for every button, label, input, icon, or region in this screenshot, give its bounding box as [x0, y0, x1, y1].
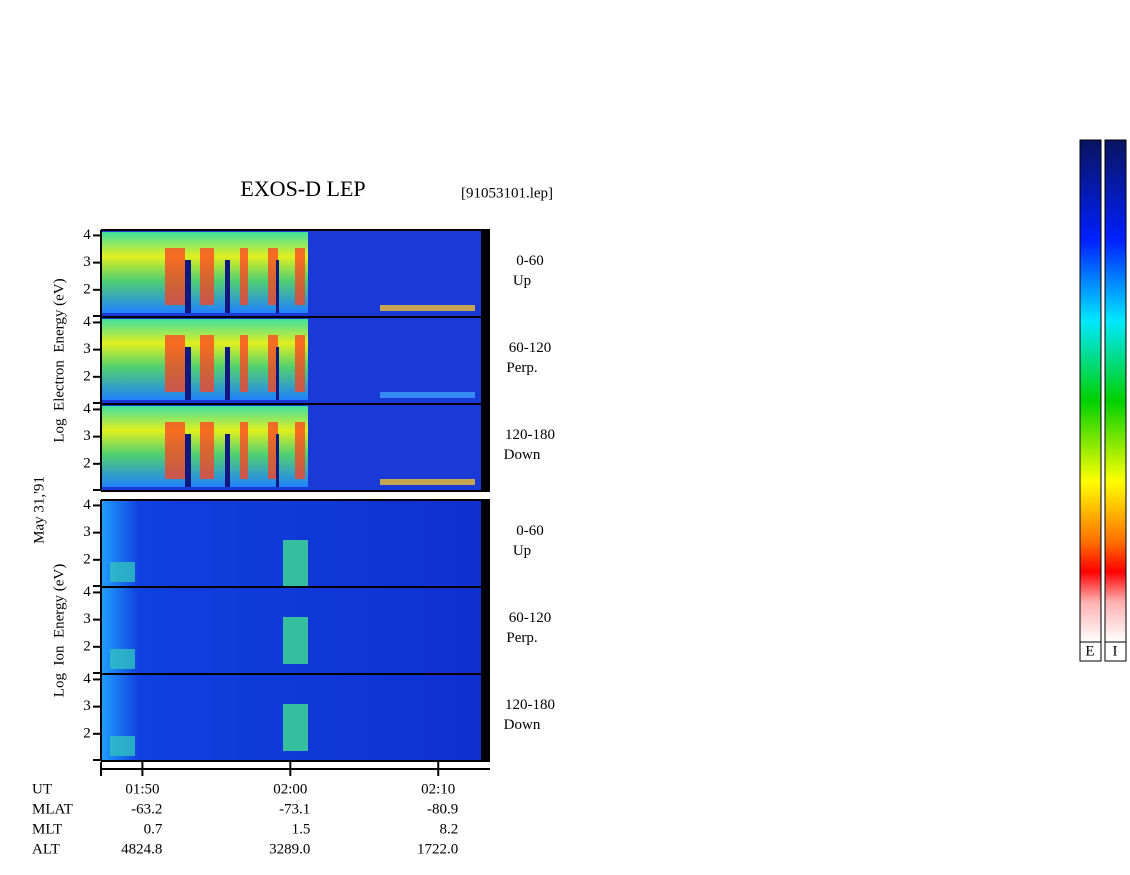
spectrogram-band [380, 392, 475, 398]
spectrogram-streak [225, 260, 230, 313]
colorbar [1104, 139, 1127, 643]
ephemeris-value: -63.2 [131, 801, 162, 817]
side-bar [481, 674, 490, 761]
y-tick-label: 3 [83, 254, 91, 270]
y-tick-label: 4 [83, 401, 91, 417]
spectrogram-streak [295, 422, 305, 479]
spectrogram-streak [185, 347, 191, 400]
spectrogram-band [380, 305, 475, 311]
spectrogram-spot [283, 704, 308, 751]
ephemeris-value: 1722.0 [417, 841, 458, 857]
spectrogram-streak [268, 248, 278, 305]
ephemeris-value: 3289.0 [269, 841, 310, 857]
side-bar [481, 404, 490, 491]
side-bar [481, 587, 490, 674]
spectrogram-band [380, 479, 475, 485]
file-name: [91053101.lep] [461, 185, 553, 201]
panel-range: 60-120 [509, 340, 552, 356]
ephemeris-value: 0.7 [144, 821, 163, 837]
y-tick-label: 2 [83, 281, 91, 297]
y-tick-label: 4 [83, 584, 91, 600]
y-tick-label: 4 [83, 497, 91, 513]
x-tick-label: 02:10 [421, 781, 455, 797]
y-tick-label: 4 [83, 227, 91, 243]
y-axis-label: Log Ion Energy (eV) [51, 564, 67, 697]
spectrogram-streak [276, 347, 279, 400]
chart-title: EXOS-D LEP [240, 176, 365, 201]
panel-direction: Perp. [506, 630, 537, 646]
spectrogram-streak [276, 260, 279, 313]
y-tick-label: 2 [83, 455, 91, 471]
spectrogram-spot [110, 736, 135, 756]
side-bar [481, 500, 490, 587]
panel-direction: Down [504, 447, 541, 463]
panel-direction: Up [513, 543, 531, 559]
spectrogram-streak [240, 335, 248, 392]
y-tick-label: 2 [83, 551, 91, 567]
ephemeris-label: UT [32, 781, 52, 797]
spectrogram-spot [283, 540, 308, 587]
spectrogram-streak [185, 434, 191, 487]
y-tick-label: 4 [83, 314, 91, 330]
colorbar-label-box [1079, 641, 1102, 662]
colorbar [1079, 139, 1102, 643]
spectrogram-streak [200, 335, 214, 392]
ephemeris-label: MLAT [32, 801, 73, 817]
spectrogram-streak [240, 248, 248, 305]
spectrogram-spot [110, 649, 135, 669]
spectrogram-streak [165, 335, 185, 392]
y-tick-label: 3 [83, 698, 91, 714]
ephemeris-value: 8.2 [439, 821, 458, 837]
panel-range: 120-180 [505, 427, 555, 443]
ephemeris-value: 1.5 [292, 821, 311, 837]
ephemeris-value: -80.9 [427, 801, 458, 817]
y-axis-label: Log Electron Energy (eV) [51, 278, 67, 442]
spectrogram-streak [165, 422, 185, 479]
date-label: May 31,'91 [31, 476, 47, 544]
spectrogram-streak [240, 422, 248, 479]
x-tick-label: 02:00 [273, 781, 307, 797]
panel-range: 0-60 [516, 523, 544, 539]
x-tick-label: 01:50 [125, 781, 159, 797]
spectrogram-streak [268, 335, 278, 392]
spectrogram-streak [165, 248, 185, 305]
colorbar-label-box [1104, 641, 1127, 662]
panel-direction: Up [513, 273, 531, 289]
side-bar [481, 317, 490, 404]
y-tick-label: 3 [83, 428, 91, 444]
panel-range: 120-180 [505, 697, 555, 713]
spectrogram-streak [225, 347, 230, 400]
y-tick-label: 2 [83, 725, 91, 741]
spectrogram-spot [283, 617, 308, 664]
spectrogram-streak [276, 434, 279, 487]
spectrogram-streak [185, 260, 191, 313]
spectrogram-streak [200, 248, 214, 305]
spectrogram-streak [295, 248, 305, 305]
colorbar-label: I [1113, 643, 1118, 659]
spectrogram-streak [225, 434, 230, 487]
ephemeris-label: ALT [32, 841, 60, 857]
panel-range: 60-120 [509, 610, 552, 626]
y-tick-label: 3 [83, 611, 91, 627]
spectrogram-streak [268, 422, 278, 479]
panel-direction: Perp. [506, 360, 537, 376]
y-tick-label: 3 [83, 524, 91, 540]
spectrogram-streak [200, 422, 214, 479]
y-tick-label: 4 [83, 671, 91, 687]
y-tick-label: 2 [83, 368, 91, 384]
spectrogram-spot [110, 562, 135, 582]
ephemeris-value: 4824.8 [121, 841, 162, 857]
spectrogram-streak [295, 335, 305, 392]
ephemeris-label: MLT [32, 821, 62, 837]
panel-range: 0-60 [516, 253, 544, 269]
side-bar [481, 230, 490, 317]
panel-direction: Down [504, 717, 541, 733]
colorbar-label: E [1085, 643, 1094, 659]
y-tick-label: 3 [83, 341, 91, 357]
y-tick-label: 2 [83, 638, 91, 654]
ephemeris-value: -73.1 [279, 801, 310, 817]
